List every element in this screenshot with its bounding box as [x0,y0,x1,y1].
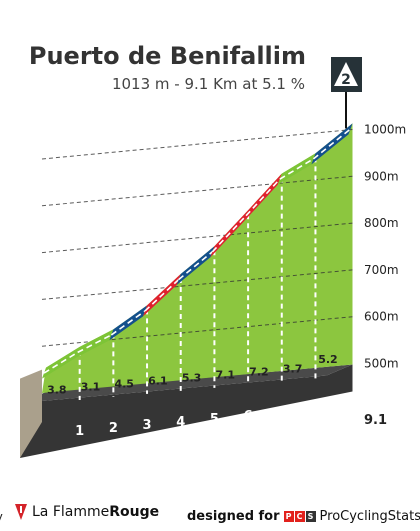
flamme-brand-prefix: La Flamme [32,504,110,520]
y-tick-label-1000: 1000m [364,123,406,137]
grid-line-900 [41,175,353,207]
km-marker-4: 4 [176,415,185,430]
segment-centerline-7 [245,178,281,217]
climb-subtitle: 1013 m - 9.1 Km at 5.1 % [111,75,305,93]
gradient-label-5: 5.3 [182,371,202,384]
end-distance-label: 9.1 [364,413,387,428]
km-marker-8: 8 [311,403,320,418]
pcs-name[interactable]: ProCyclingStats [319,509,420,524]
climb-title: Puerto de Benifallim [28,42,306,70]
y-tick-label-500: 500m [364,357,399,371]
category-badge-triangle-icon [334,62,358,86]
y-tick-label-900: 900m [364,169,399,183]
gradient-label-1: 3.8 [47,383,67,396]
base-band-front [20,364,353,458]
y-tick-label-800: 800m [364,216,399,230]
km-marker-3: 3 [143,418,152,433]
segment-top-2 [75,329,114,358]
segment-centerline-5 [178,251,213,281]
y-tick-label-700: 700m [364,263,399,277]
segment-centerline-1 [43,351,79,374]
grid-line-800 [41,222,353,254]
gradient-label-8: 3.7 [283,362,303,375]
km-marker-6: 6 [244,409,253,424]
footer: y La FlammeRouge designed for P C S ProC… [0,500,420,531]
km-marker-5: 5 [210,412,219,427]
gradient-label-2: 3.1 [81,380,101,393]
segment-top-1 [42,346,80,379]
designed-for: designed for P C S ProCyclingStats [187,509,420,524]
segment-centerline-4 [144,278,180,312]
flamme-brand-suffix: Rouge [109,504,160,520]
terrain-side-wall [20,369,42,458]
pcs-logo-letter-c: C [294,511,305,522]
km-marker-2: 2 [109,421,118,436]
y-tick-label-600: 600m [364,310,399,324]
km-marker-1: 1 [75,424,84,439]
pcs-logo-letter-s: S [305,511,316,522]
category-badge-label: 2 [341,72,351,88]
grid-line-700 [41,269,353,300]
la-flamme-rouge-logo[interactable]: La FlammeRouge [14,503,159,521]
pcs-logo-letter-p: P [283,511,294,522]
gradient-label-4: 6.1 [148,374,168,387]
segment-centerline-8 [279,158,314,180]
base-band-top [20,364,353,403]
flamme-flag-icon [15,504,27,520]
climb-profile-chart: 500m 600m 700m 800m 900m 1000m 3.8 3.1 4.5 6.1 5.3… [20,57,406,458]
gradient-label-6: 7.1 [215,368,235,381]
gradient-label-3: 4.5 [114,377,134,390]
pcs-logo-icon[interactable]: P C S [283,511,316,522]
km-marker-7: 7 [277,406,286,421]
designed-for-label: designed for [187,509,280,524]
segment-centerline-3 [110,310,146,336]
gradient-label-7: 7.2 [249,365,269,378]
segment-centerline-9 [312,128,352,160]
grid-line-1000 [41,129,353,160]
segment-top-8 [277,153,316,185]
segment-centerline-2 [77,334,112,354]
segment-centerline-6 [211,215,247,253]
by-label: y [0,509,3,524]
gradient-label-9: 5.2 [318,353,338,366]
